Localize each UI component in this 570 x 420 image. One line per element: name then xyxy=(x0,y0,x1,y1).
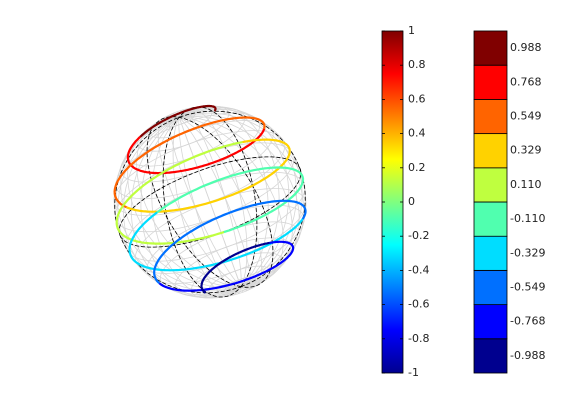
tick-label: -0.2 xyxy=(408,229,429,242)
tick-label: 0 xyxy=(408,195,415,208)
color-band xyxy=(473,201,508,237)
color-band xyxy=(473,235,508,271)
spiral-curve xyxy=(113,116,266,209)
tick-label: -0.549 xyxy=(510,281,545,294)
tick-label: 0.110 xyxy=(510,178,542,191)
tick-label: 0.2 xyxy=(408,161,426,174)
great-circle xyxy=(146,116,274,288)
tick-label: 0.6 xyxy=(408,92,426,105)
tick-label: 0.549 xyxy=(510,109,542,122)
tick-label: 1 xyxy=(408,24,415,37)
spiral-curve xyxy=(126,138,291,213)
color-band xyxy=(473,304,508,340)
spiral-curve xyxy=(200,241,270,294)
color-band xyxy=(473,338,508,374)
tick-label: -0.110 xyxy=(510,212,545,225)
color-band xyxy=(473,270,508,306)
sphere-plot xyxy=(113,104,307,299)
tick-label: -0.6 xyxy=(408,298,429,311)
tick-label: -0.329 xyxy=(510,246,545,259)
wireframe xyxy=(117,116,242,296)
color-band xyxy=(473,98,508,134)
tick-label: -1 xyxy=(408,366,419,379)
spiral-curve xyxy=(153,199,307,285)
tick-label: 0.988 xyxy=(510,41,542,54)
spiral-curve xyxy=(158,240,295,292)
tick-label: 0.8 xyxy=(408,58,426,71)
tick-label: -0.8 xyxy=(408,332,429,345)
colorbar-gradient xyxy=(381,30,404,374)
color-band xyxy=(473,64,508,100)
tick-label: -0.768 xyxy=(510,315,545,328)
tick-label: -0.4 xyxy=(408,263,429,276)
tick-label: 0.768 xyxy=(510,75,542,88)
color-band xyxy=(473,133,508,169)
color-band xyxy=(473,30,508,66)
spiral-curve xyxy=(139,104,217,138)
tick-label: -0.988 xyxy=(510,349,545,362)
spiral-curve xyxy=(126,128,266,175)
color-band xyxy=(473,167,508,203)
tick-label: 0.329 xyxy=(510,144,542,157)
spiral-curve xyxy=(156,166,305,234)
spiral-curve xyxy=(115,141,243,245)
tick-label: 0.4 xyxy=(408,127,426,140)
